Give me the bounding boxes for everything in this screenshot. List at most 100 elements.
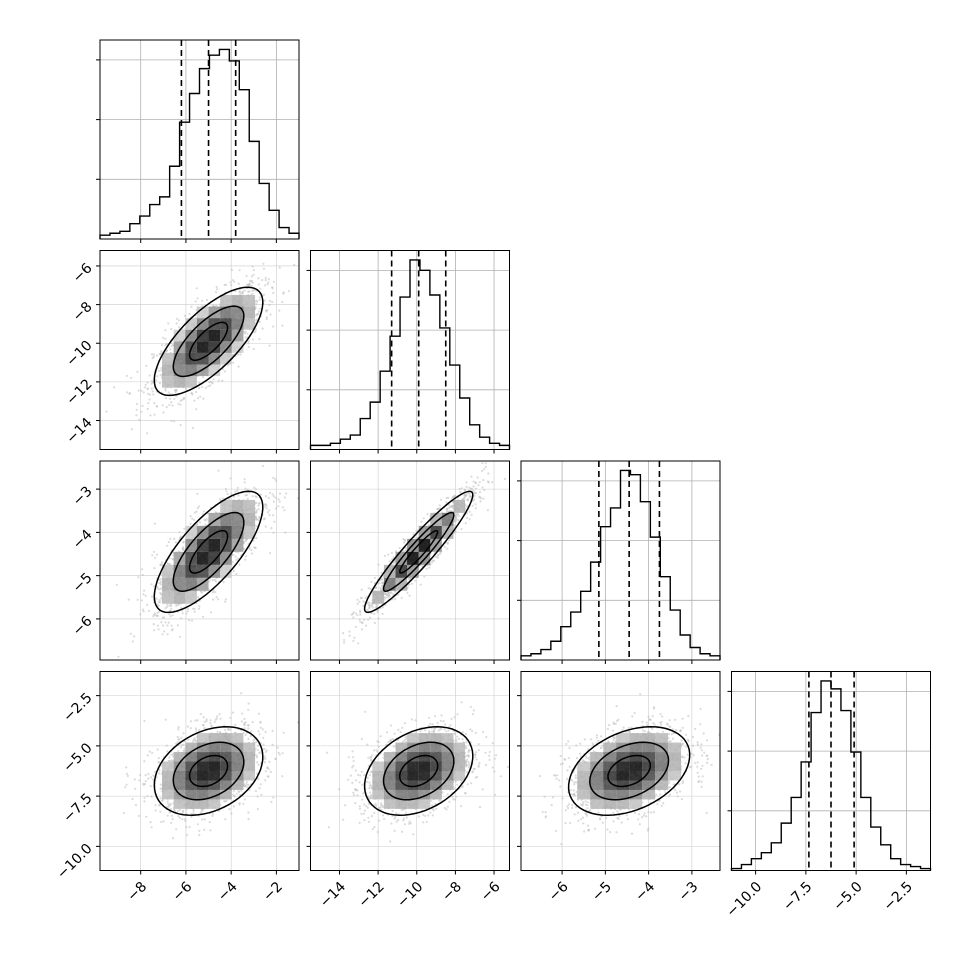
sample-point — [257, 277, 260, 280]
sample-point — [177, 738, 180, 741]
sample-point — [430, 561, 434, 564]
density-bin — [220, 352, 232, 365]
sample-point — [264, 495, 267, 498]
sample-point — [486, 509, 489, 512]
sample-point — [360, 596, 363, 600]
sample-point — [130, 376, 133, 379]
sample-point — [278, 492, 282, 495]
sample-point — [242, 548, 246, 551]
density-bin — [162, 376, 174, 388]
sample-point — [267, 278, 270, 281]
sample-point — [235, 572, 238, 576]
sample-point — [197, 607, 200, 610]
sample-point — [201, 376, 205, 379]
sample-point — [468, 486, 471, 489]
sample-point — [474, 487, 477, 490]
sample-point — [353, 636, 356, 639]
sample-point — [377, 563, 380, 566]
sample-point — [265, 318, 268, 321]
sample-point — [264, 276, 267, 279]
sample-point — [415, 529, 418, 533]
sample-point — [419, 583, 422, 586]
sample-point — [233, 495, 236, 498]
sample-point — [270, 527, 273, 530]
sample-point — [384, 592, 387, 595]
sample-point — [479, 497, 482, 500]
sample-point — [265, 504, 268, 507]
density-bin — [185, 590, 197, 604]
sample-point — [230, 268, 233, 271]
sample-point — [266, 309, 269, 312]
sample-point — [236, 489, 239, 492]
density-bin — [185, 364, 197, 377]
density-bin — [208, 564, 221, 578]
sample-point — [375, 586, 378, 589]
contour-2 — [382, 511, 455, 592]
sample-point — [156, 354, 159, 357]
sample-point — [247, 290, 250, 293]
sample-point — [385, 596, 388, 599]
density-bin — [173, 376, 186, 388]
sample-point — [436, 556, 439, 559]
hist-panel-3 — [517, 460, 721, 664]
sample-point — [359, 620, 362, 624]
sample-point — [352, 639, 355, 643]
sample-point — [105, 410, 108, 413]
sample-point — [281, 301, 284, 304]
density-bin — [196, 318, 209, 330]
density-bin — [185, 525, 197, 539]
sample-point — [217, 379, 220, 382]
sample-point — [443, 545, 446, 549]
sample-point — [246, 488, 249, 491]
sample-point — [245, 274, 248, 278]
sample-point — [277, 498, 280, 501]
sample-point — [271, 300, 274, 304]
density-bin — [196, 329, 209, 342]
sample-point — [146, 795, 149, 798]
sample-point — [268, 509, 271, 512]
sample-point — [257, 508, 260, 511]
hist-frame — [731, 671, 931, 871]
sample-point — [268, 303, 271, 306]
sample-point — [181, 548, 184, 551]
sample-point — [125, 374, 128, 377]
sample-point — [144, 594, 147, 598]
sample-point — [148, 393, 152, 396]
sample-point — [179, 403, 182, 406]
sample-point — [463, 494, 466, 497]
sample-point — [465, 505, 469, 508]
sample-point — [146, 387, 149, 390]
sample-point — [232, 361, 235, 364]
scatter-frame — [310, 460, 510, 661]
sample-point — [283, 509, 286, 512]
density-bin — [173, 551, 186, 565]
sample-point — [180, 606, 183, 610]
sample-point — [222, 581, 225, 584]
sample-point — [251, 265, 254, 268]
sample-point — [377, 617, 380, 620]
sample-point — [156, 587, 159, 590]
sample-point — [343, 641, 346, 644]
sample-point — [461, 498, 464, 501]
sample-point — [195, 729, 198, 732]
sample-point — [272, 280, 275, 283]
sample-point — [474, 491, 477, 494]
sample-point — [165, 406, 168, 409]
sample-point — [207, 385, 210, 388]
sample-point — [459, 490, 462, 493]
sample-point — [147, 773, 150, 776]
sample-point — [151, 595, 154, 598]
sample-point — [216, 288, 219, 291]
sample-point — [255, 302, 258, 306]
sample-point — [268, 344, 271, 347]
sample-point — [128, 392, 131, 395]
sample-point — [155, 597, 158, 600]
sample-point — [468, 494, 471, 497]
density-bin — [162, 352, 174, 365]
sample-point — [261, 464, 264, 468]
sample-point — [203, 727, 206, 730]
sample-point — [259, 493, 262, 496]
sample-point — [238, 290, 241, 293]
sample-point — [244, 487, 247, 490]
density-bin — [196, 525, 209, 539]
